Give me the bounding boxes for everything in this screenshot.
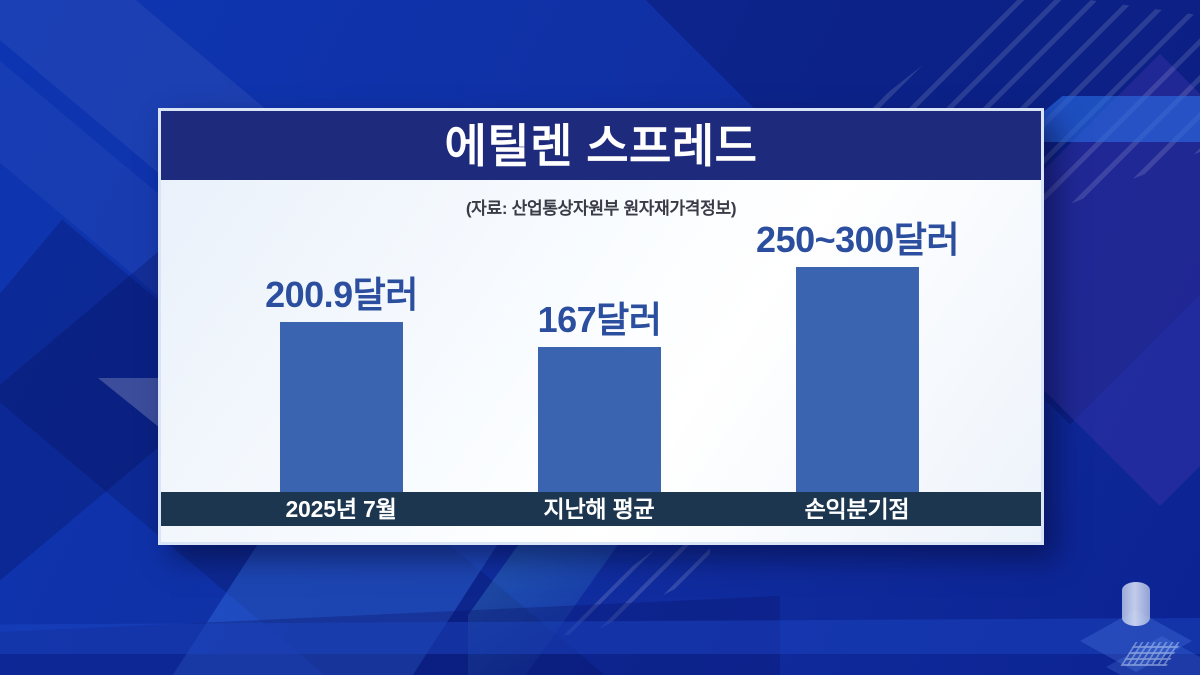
bar-value-label: 200.9달러 [265, 274, 418, 315]
bg-bright-bottom-band [0, 618, 1200, 654]
chart-card-inner: 에틸렌 스프레드 (자료: 산업통상자원부 원자재가격정보) 200.9달러 1… [161, 111, 1041, 542]
bar-rect [538, 347, 661, 492]
bar-group-2025-07: 200.9달러 [265, 111, 418, 492]
chart-card: 에틸렌 스프레드 (자료: 산업통상자원부 원자재가격정보) 200.9달러 1… [158, 108, 1044, 545]
category-label: 지난해 평균 [543, 496, 655, 522]
bar-rect [796, 267, 919, 492]
chart-title-bar: 에틸렌 스프레드 [161, 111, 1041, 180]
category-label: 손익분기점 [804, 496, 910, 522]
bg-dark-bottom-band [0, 596, 780, 675]
iso-platform [1106, 636, 1200, 675]
bar-value-label: 167달러 [537, 299, 662, 340]
bg-teal-triangle-bottom [468, 542, 620, 675]
bar-group-last-year-avg: 167달러 [537, 111, 662, 492]
chart-source-note: (자료: 산업통상자원부 원자재가격정보) [465, 199, 737, 218]
bg-diagonal-stripes-bottom [540, 540, 710, 635]
bar-plot-area: 200.9달러 167달러 250~300달러 [161, 111, 1041, 492]
chart-title: 에틸렌 스프레드 [444, 119, 758, 172]
bar-value-label: 250~300달러 [756, 219, 959, 260]
category-axis-bar: 2025년 7월 지난해 평균 손익분기점 [161, 492, 1041, 526]
bg-bright-trapezoid-bottom [172, 545, 498, 675]
iso-platform [1080, 610, 1192, 672]
iso-grid [1120, 642, 1182, 666]
iso-cylinder [1122, 582, 1150, 626]
isometric-chip-illustration [1072, 580, 1200, 675]
bar-group-breakeven: 250~300달러 [756, 111, 959, 492]
category-label: 2025년 7월 [285, 496, 397, 522]
bg-light-wedge [98, 378, 160, 428]
bar-rect [280, 322, 403, 492]
